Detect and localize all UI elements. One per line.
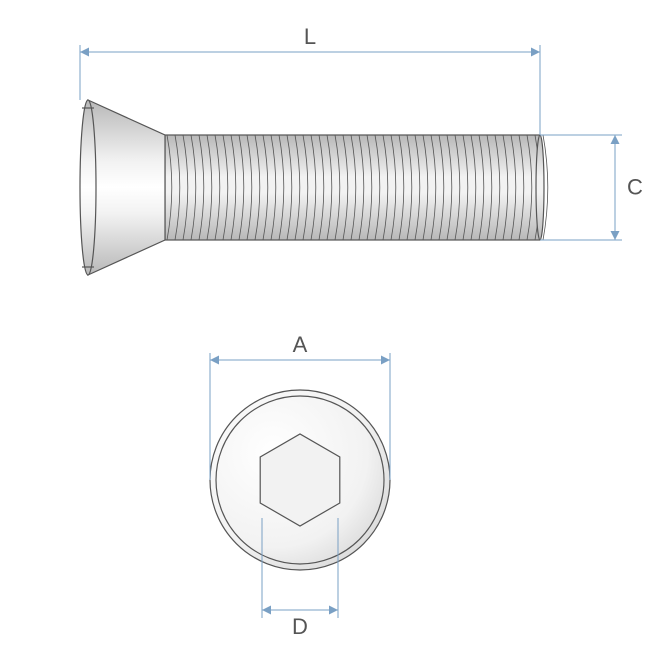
screw-technical-drawing: L C A D <box>0 0 670 670</box>
dimension-label-L: L <box>304 24 316 49</box>
screw-top-view <box>210 390 390 570</box>
dimension-label-C: C <box>627 175 643 200</box>
dimension-label-D: D <box>292 614 308 639</box>
dimension-L: L <box>80 24 540 135</box>
dimension-label-A: A <box>293 332 308 357</box>
dimension-C: C <box>540 135 643 240</box>
screw-side-view <box>80 100 548 275</box>
